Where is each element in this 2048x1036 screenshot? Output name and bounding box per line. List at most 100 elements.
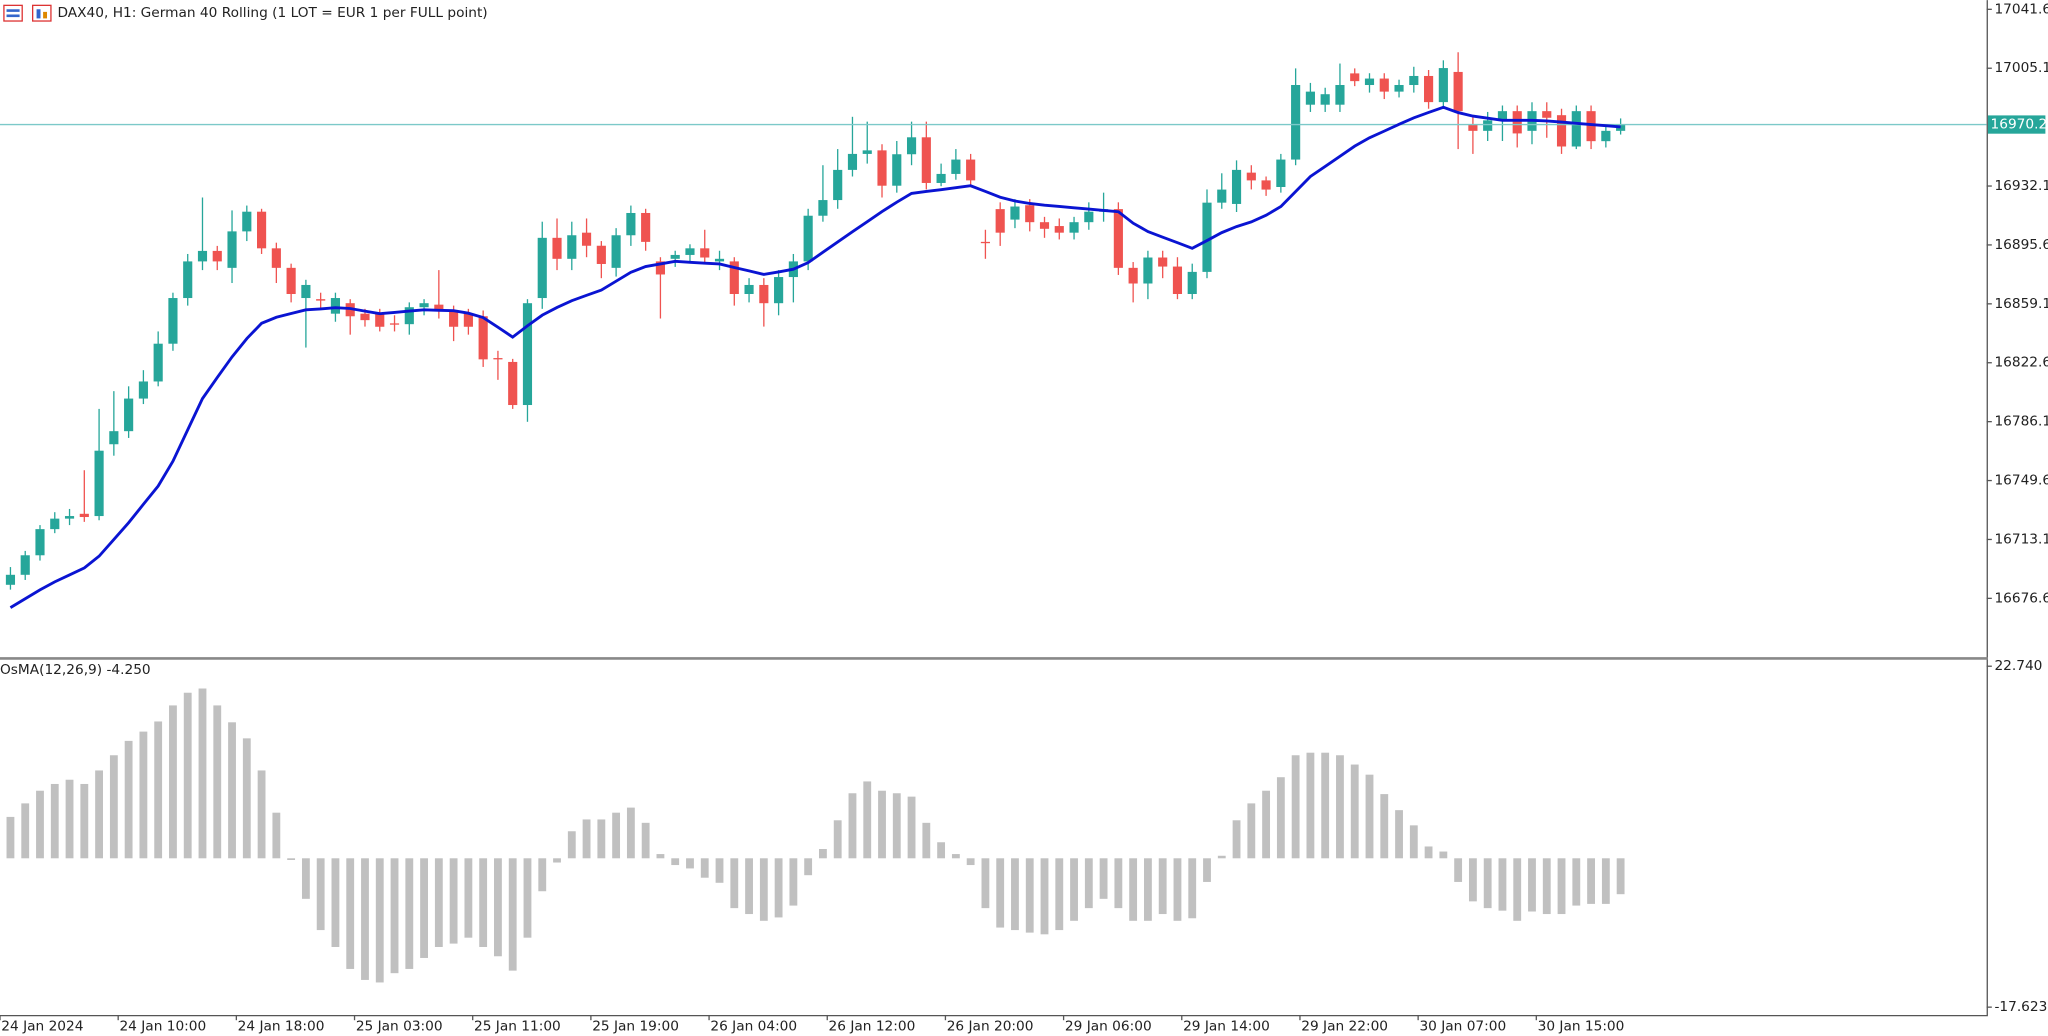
histogram-bar (922, 822, 931, 859)
candle-body (685, 248, 695, 255)
candle-body (79, 513, 89, 518)
candle-body (50, 518, 60, 530)
candle-body (242, 211, 252, 232)
histogram-bar (228, 722, 236, 859)
candle-body (995, 209, 1005, 233)
candle-body (463, 313, 473, 327)
candle-body (1261, 180, 1271, 190)
y-tick-label: 16713.1 (1994, 531, 2048, 547)
y-tick-label: 17041.6 (1994, 1, 2048, 17)
candle-body (729, 261, 739, 294)
candle-body (522, 303, 533, 406)
candle-body (375, 313, 385, 327)
candle-body (1217, 189, 1227, 203)
histogram-bar (1572, 858, 1581, 906)
histogram-bar (1055, 858, 1064, 931)
candle-body (847, 153, 858, 170)
candle-body (1202, 202, 1212, 272)
chart-title: DAX40, H1: German 40 Rolling (1 LOT = EU… (57, 5, 487, 21)
histogram-bar (154, 721, 163, 859)
candle-body (1556, 115, 1567, 147)
icon (31, 4, 52, 22)
histogram-bar (656, 854, 665, 859)
candle-body (1350, 73, 1360, 82)
histogram-bar (981, 858, 990, 909)
candle-body (1143, 257, 1153, 284)
candle-body (1039, 222, 1050, 229)
histogram-bar (124, 740, 133, 859)
icon-bar (43, 11, 48, 19)
histogram-bar (301, 858, 310, 899)
icon-line (6, 14, 20, 18)
histogram-bar (1291, 755, 1300, 859)
candle-body (1305, 91, 1315, 105)
histogram-bar (361, 858, 369, 980)
histogram-bar (715, 858, 724, 883)
candle-body (94, 450, 104, 517)
candle-body (227, 231, 237, 268)
histogram-bar (390, 858, 399, 974)
histogram-bar (1424, 846, 1433, 859)
histogram-bar (272, 812, 281, 859)
candle-body (1084, 211, 1094, 223)
candle-body (153, 343, 163, 382)
histogram-bar (833, 820, 842, 859)
x-tick-label: 29 Jan 06:00 (1065, 1019, 1152, 1035)
candle-body (1054, 226, 1064, 233)
histogram-bar (1439, 851, 1448, 859)
histogram-bar (1365, 774, 1374, 859)
histogram-bar (1276, 777, 1285, 859)
candle-body (478, 316, 488, 360)
y-tick-label: 17005.1 (1994, 60, 2048, 76)
candle-body (449, 311, 459, 327)
histogram-bar (745, 858, 753, 915)
candle-body (1409, 75, 1419, 86)
histogram-bar (626, 807, 635, 859)
histogram-bar (198, 688, 207, 859)
candle-body (301, 284, 311, 299)
histogram-bar (1173, 858, 1182, 921)
histogram-bar (346, 858, 355, 969)
histogram-bar (287, 858, 296, 860)
candle-body (641, 212, 651, 242)
histogram-bar (966, 858, 975, 866)
histogram-bar (951, 854, 960, 859)
candle-body (197, 250, 208, 262)
histogram-bar (819, 849, 827, 859)
candle-body (1320, 94, 1330, 105)
icon-line (6, 9, 20, 12)
y-tick-label: 16749.6 (1994, 473, 2048, 489)
candle-body (1453, 71, 1463, 112)
histogram-bar (109, 755, 118, 859)
histogram-bar (1557, 858, 1566, 915)
histogram-bar (553, 858, 561, 863)
histogram-bar (671, 858, 680, 866)
histogram-bar (878, 790, 886, 859)
histogram-bar (405, 858, 414, 969)
candle-body (257, 211, 267, 249)
candle-body (168, 298, 178, 344)
candle-body (1497, 111, 1508, 121)
histogram-bar (863, 781, 872, 859)
candle-body (212, 250, 222, 262)
y-tick-label: 16786.1 (1994, 414, 2048, 430)
histogram-bar (1336, 755, 1344, 859)
histogram-bar (582, 819, 591, 859)
histogram-bar (567, 831, 576, 859)
candle-body (35, 529, 45, 556)
y-tick-label: 16932.1 (1994, 178, 2048, 194)
candle-body (1231, 169, 1242, 204)
candle-body (714, 258, 725, 262)
candle-body (877, 150, 887, 186)
candle-body (271, 248, 281, 268)
histogram-bar (169, 705, 177, 859)
histogram-bar (612, 812, 621, 859)
candle-body (1172, 266, 1183, 294)
candle-body (1335, 85, 1345, 105)
candle-body (581, 232, 592, 246)
histogram-bar (1306, 752, 1315, 859)
candle-body (404, 307, 414, 325)
